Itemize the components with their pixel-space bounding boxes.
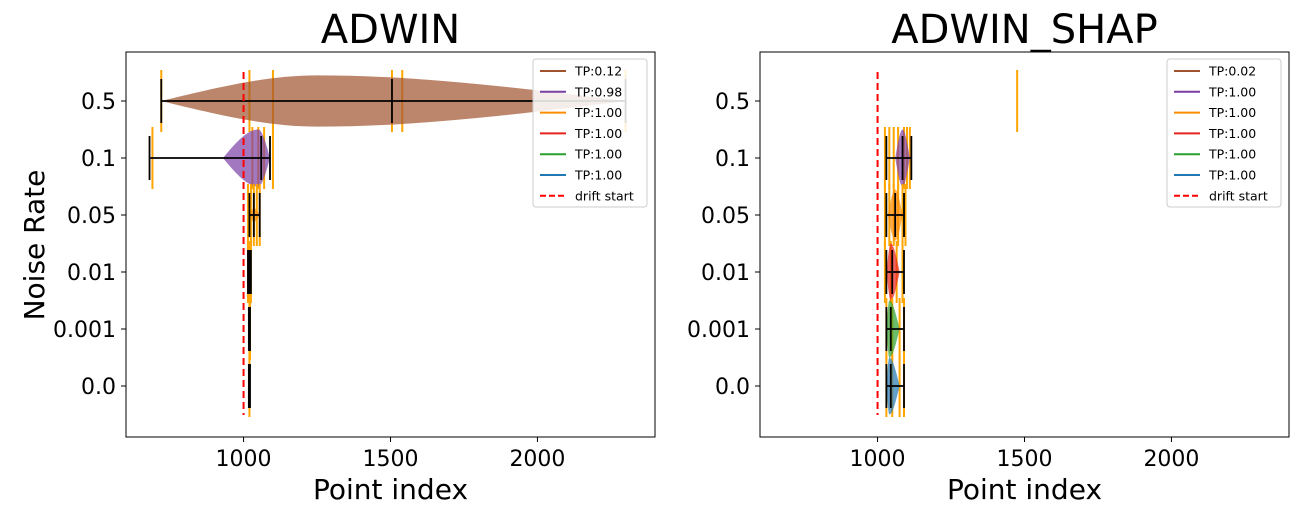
y-tick-label: 0.01 (701, 261, 750, 286)
y-tick-label: 0.5 (715, 90, 750, 115)
x-axis-label: Point index (947, 473, 1102, 506)
chart-title: ADWIN_SHAP (891, 7, 1157, 53)
x-tick-label: 1000 (850, 447, 906, 472)
y-axis-label: Noise Rate (18, 170, 51, 321)
legend-label: TP:1.00 (1208, 84, 1256, 99)
y-tick-label: 0.05 (67, 204, 116, 229)
legend-box (532, 58, 648, 208)
legend-label: TP:0.02 (1208, 64, 1256, 79)
legend-box (1166, 58, 1282, 208)
violin-0_1 (148, 127, 274, 189)
violin-0_05 (883, 184, 907, 246)
legend-label: TP:1.00 (574, 147, 622, 162)
violin-0_0 (885, 355, 906, 417)
violin-0_01 (246, 241, 252, 303)
chart-adwin-shap: ADWIN_SHAP 0.0 0.001 0.01 0.05 0.1 0.5 1000 1500… (687, 7, 1290, 506)
legend-label: TP:1.00 (1208, 168, 1256, 183)
legend-label: TP:1.00 (574, 168, 622, 183)
y-tick-label: 0.01 (67, 261, 116, 286)
legend-label: TP:1.00 (574, 105, 622, 120)
legend-label: TP:1.00 (1208, 105, 1256, 120)
chart-title: ADWIN (321, 7, 460, 53)
y-tick-label: 0.5 (81, 90, 116, 115)
chart-adwin: ADWIN 0.0 0.001 0.01 0.05 0.1 0.5 1000 1500 2000 P… (18, 7, 656, 506)
y-tick-label: 0.05 (701, 204, 750, 229)
y-tick-label: 0.1 (715, 147, 750, 172)
y-tick-label: 0.0 (715, 375, 750, 400)
x-tick-label: 2000 (1143, 447, 1199, 472)
x-tick-label: 1000 (216, 447, 272, 472)
violin-0_05 (246, 184, 261, 246)
violin-0_001 (885, 298, 906, 360)
violin-0_001 (247, 298, 252, 360)
violin-0_0 (247, 355, 251, 417)
legend-label: TP:1.00 (1208, 147, 1256, 162)
y-tick-label: 0.001 (687, 318, 750, 343)
legend-label: TP:0.12 (574, 64, 622, 79)
x-tick-label: 2000 (509, 447, 565, 472)
x-tick-label: 1500 (997, 447, 1053, 472)
legend-label: drift start (575, 188, 634, 203)
legend: TP:0.02 TP:1.00 TP:1.00 TP:1.00 TP:1.00 TP:1.… (1166, 58, 1282, 208)
violin-0_01 (883, 241, 905, 303)
violin-0_1 (883, 127, 913, 189)
legend: TP:0.12 TP:0.98 TP:1.00 TP:1.00 TP:1.00 TP:1.… (532, 58, 648, 208)
x-tick-label: 1500 (363, 447, 419, 472)
y-tick-label: 0.001 (53, 318, 116, 343)
legend-label: TP:1.00 (1208, 126, 1256, 141)
legend-label: TP:1.00 (574, 126, 622, 141)
x-axis-label: Point index (313, 473, 468, 506)
y-tick-label: 0.1 (81, 147, 116, 172)
y-tick-label: 0.0 (81, 375, 116, 400)
legend-label: TP:0.98 (574, 84, 622, 99)
legend-label: drift start (1209, 188, 1268, 203)
